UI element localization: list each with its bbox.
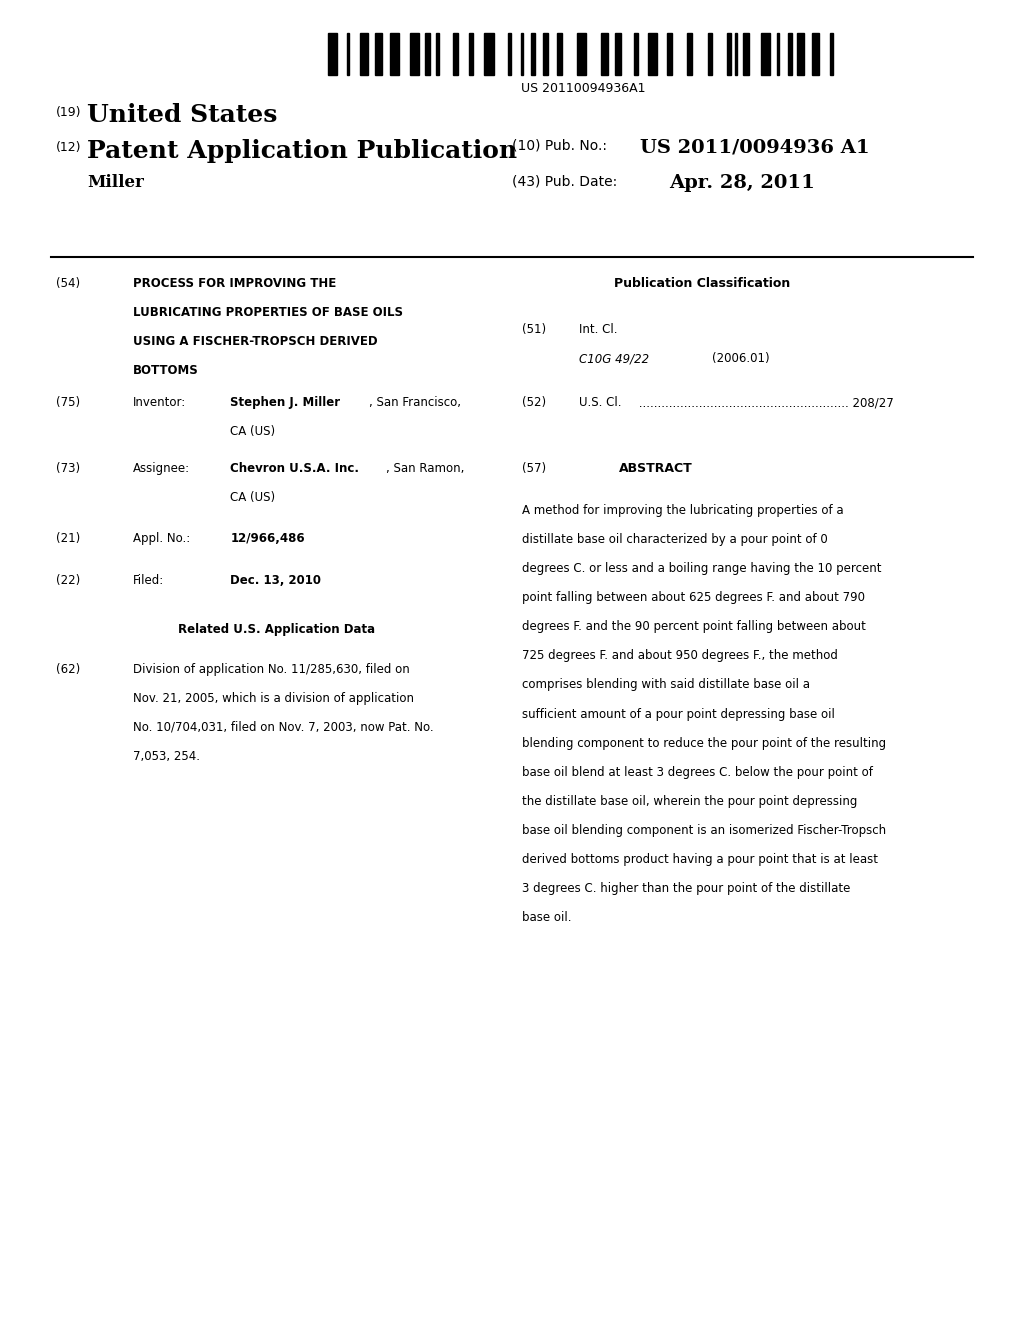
Bar xyxy=(797,33,804,75)
Bar xyxy=(812,33,819,75)
Bar xyxy=(708,33,712,75)
Text: Miller: Miller xyxy=(87,174,144,191)
Text: point falling between about 625 degrees F. and about 790: point falling between about 625 degrees … xyxy=(522,591,865,605)
Bar xyxy=(830,33,833,75)
Text: CA (US): CA (US) xyxy=(230,491,275,504)
Bar xyxy=(577,33,586,75)
Text: (21): (21) xyxy=(56,532,81,545)
Text: (52): (52) xyxy=(522,396,547,409)
Text: 7,053, 254.: 7,053, 254. xyxy=(133,750,200,763)
Text: Chevron U.S.A. Inc.: Chevron U.S.A. Inc. xyxy=(230,462,359,475)
Text: base oil blend at least 3 degrees C. below the pour point of: base oil blend at least 3 degrees C. bel… xyxy=(522,766,873,779)
Text: (54): (54) xyxy=(56,277,81,290)
Text: ABSTRACT: ABSTRACT xyxy=(618,462,692,475)
Bar xyxy=(390,33,399,75)
Text: (43) Pub. Date:: (43) Pub. Date: xyxy=(512,174,617,189)
Bar xyxy=(601,33,608,75)
Text: Filed:: Filed: xyxy=(133,574,165,587)
Bar xyxy=(788,33,792,75)
Text: ........................................................ 208/27: ........................................… xyxy=(635,396,894,409)
Bar xyxy=(687,33,692,75)
Text: US 2011/0094936 A1: US 2011/0094936 A1 xyxy=(640,139,869,157)
Bar xyxy=(484,33,494,75)
Text: 12/966,486: 12/966,486 xyxy=(230,532,305,545)
Text: Inventor:: Inventor: xyxy=(133,396,186,409)
Text: degrees C. or less and a boiling range having the 10 percent: degrees C. or less and a boiling range h… xyxy=(522,562,882,576)
Text: the distillate base oil, wherein the pour point depressing: the distillate base oil, wherein the pou… xyxy=(522,795,858,808)
Text: (62): (62) xyxy=(56,663,81,676)
Text: United States: United States xyxy=(87,103,278,127)
Text: (22): (22) xyxy=(56,574,81,587)
Text: base oil.: base oil. xyxy=(522,911,571,924)
Text: Apr. 28, 2011: Apr. 28, 2011 xyxy=(669,174,814,193)
Bar xyxy=(634,33,638,75)
Text: Publication Classification: Publication Classification xyxy=(614,277,791,290)
Text: (19): (19) xyxy=(56,106,82,119)
Text: Patent Application Publication: Patent Application Publication xyxy=(87,139,517,162)
Text: Int. Cl.: Int. Cl. xyxy=(579,323,617,337)
Text: LUBRICATING PROPERTIES OF BASE OILS: LUBRICATING PROPERTIES OF BASE OILS xyxy=(133,306,403,319)
Text: comprises blending with said distillate base oil a: comprises blending with said distillate … xyxy=(522,678,810,692)
Text: U.S. Cl.: U.S. Cl. xyxy=(579,396,622,409)
Bar xyxy=(360,33,368,75)
Bar xyxy=(469,33,473,75)
Bar xyxy=(453,33,458,75)
Bar xyxy=(777,33,779,75)
Text: degrees F. and the 90 percent point falling between about: degrees F. and the 90 percent point fall… xyxy=(522,620,866,634)
Text: 725 degrees F. and about 950 degrees F., the method: 725 degrees F. and about 950 degrees F.,… xyxy=(522,649,838,663)
Bar xyxy=(410,33,419,75)
Text: (51): (51) xyxy=(522,323,547,337)
Text: 3 degrees C. higher than the pour point of the distillate: 3 degrees C. higher than the pour point … xyxy=(522,882,851,895)
Text: Nov. 21, 2005, which is a division of application: Nov. 21, 2005, which is a division of ap… xyxy=(133,692,414,705)
Text: Assignee:: Assignee: xyxy=(133,462,190,475)
Bar xyxy=(508,33,511,75)
Text: USING A FISCHER-TROPSCH DERIVED: USING A FISCHER-TROPSCH DERIVED xyxy=(133,335,378,348)
Text: blending component to reduce the pour point of the resulting: blending component to reduce the pour po… xyxy=(522,737,887,750)
Bar xyxy=(521,33,523,75)
Bar xyxy=(347,33,349,75)
Text: , San Francisco,: , San Francisco, xyxy=(369,396,461,409)
Text: (75): (75) xyxy=(56,396,81,409)
Text: BOTTOMS: BOTTOMS xyxy=(133,364,199,378)
Text: CA (US): CA (US) xyxy=(230,425,275,438)
Text: (73): (73) xyxy=(56,462,81,475)
Bar xyxy=(531,33,535,75)
Bar xyxy=(615,33,621,75)
Text: US 20110094936A1: US 20110094936A1 xyxy=(521,82,646,95)
Text: No. 10/704,031, filed on Nov. 7, 2003, now Pat. No.: No. 10/704,031, filed on Nov. 7, 2003, n… xyxy=(133,721,434,734)
Text: (12): (12) xyxy=(56,141,82,154)
Text: (10) Pub. No.:: (10) Pub. No.: xyxy=(512,139,607,153)
Text: Division of application No. 11/285,630, filed on: Division of application No. 11/285,630, … xyxy=(133,663,410,676)
Bar xyxy=(735,33,737,75)
Text: distillate base oil characterized by a pour point of 0: distillate base oil characterized by a p… xyxy=(522,533,828,546)
Text: A method for improving the lubricating properties of a: A method for improving the lubricating p… xyxy=(522,504,844,517)
Text: Related U.S. Application Data: Related U.S. Application Data xyxy=(178,623,375,636)
Bar xyxy=(761,33,770,75)
Bar xyxy=(743,33,749,75)
Bar xyxy=(328,33,337,75)
Text: Appl. No.:: Appl. No.: xyxy=(133,532,190,545)
Text: PROCESS FOR IMPROVING THE: PROCESS FOR IMPROVING THE xyxy=(133,277,336,290)
Text: derived bottoms product having a pour point that is at least: derived bottoms product having a pour po… xyxy=(522,853,879,866)
Text: Stephen J. Miller: Stephen J. Miller xyxy=(230,396,341,409)
Bar xyxy=(667,33,672,75)
Bar xyxy=(648,33,657,75)
Bar xyxy=(436,33,439,75)
Bar xyxy=(557,33,562,75)
Text: (2006.01): (2006.01) xyxy=(712,352,769,366)
Bar xyxy=(543,33,548,75)
Bar xyxy=(425,33,430,75)
Text: Dec. 13, 2010: Dec. 13, 2010 xyxy=(230,574,322,587)
Text: , San Ramon,: , San Ramon, xyxy=(386,462,465,475)
Bar xyxy=(727,33,731,75)
Text: C10G 49/22: C10G 49/22 xyxy=(579,352,648,366)
Text: sufficient amount of a pour point depressing base oil: sufficient amount of a pour point depres… xyxy=(522,708,836,721)
Bar xyxy=(375,33,382,75)
Text: base oil blending component is an isomerized Fischer-Tropsch: base oil blending component is an isomer… xyxy=(522,824,887,837)
Text: (57): (57) xyxy=(522,462,547,475)
